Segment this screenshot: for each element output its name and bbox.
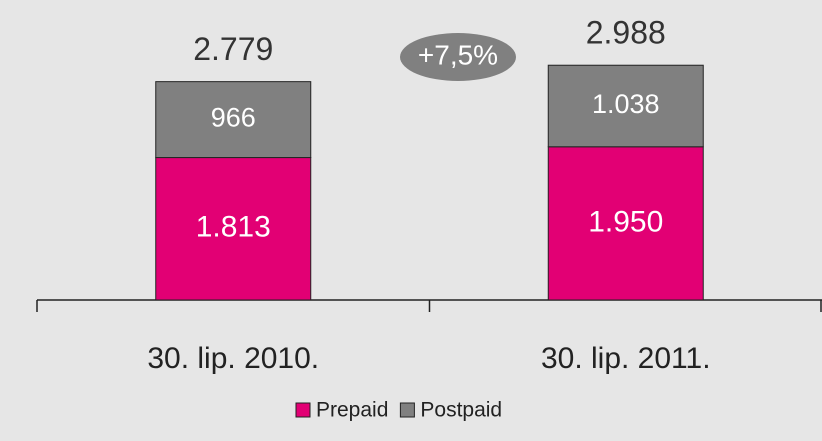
bar-segment <box>155 81 312 159</box>
x-tick-label: 30. lip. 2010. <box>147 342 319 375</box>
value-label: 1.813 <box>196 211 271 244</box>
legend-label: Postpaid <box>420 399 502 422</box>
bar-segment <box>547 64 704 148</box>
value-label: 966 <box>211 103 256 133</box>
value-label: 1.950 <box>588 205 663 238</box>
annotation: +7,5% <box>418 39 498 70</box>
legend-swatch <box>295 402 311 418</box>
legend-swatch <box>399 402 415 418</box>
total-label: 2.988 <box>586 15 666 51</box>
total-label: 2.779 <box>193 31 273 67</box>
annotation-bubble <box>400 33 516 81</box>
value-label: 1.038 <box>592 89 660 119</box>
x-tick-label: 30. lip. 2011. <box>541 342 711 375</box>
legend-label: Prepaid <box>316 399 388 422</box>
bar-segment <box>547 146 704 301</box>
